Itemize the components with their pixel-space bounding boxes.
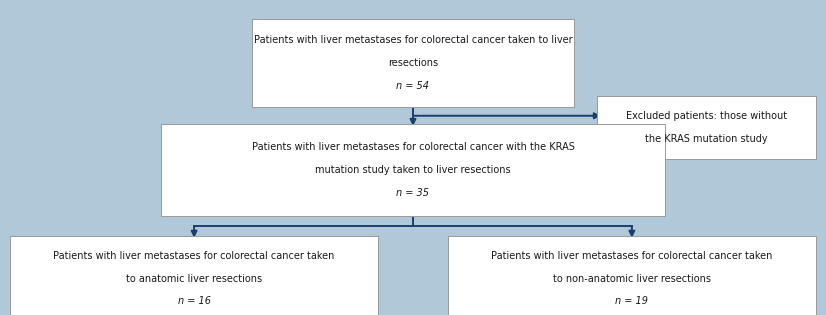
FancyBboxPatch shape [10, 236, 378, 315]
FancyBboxPatch shape [597, 96, 816, 159]
Text: to anatomic liver resections: to anatomic liver resections [126, 274, 262, 284]
Text: Excluded patients: those without: Excluded patients: those without [625, 111, 787, 121]
Text: resections: resections [388, 58, 438, 68]
FancyBboxPatch shape [161, 124, 665, 216]
Text: to non-anatomic liver resections: to non-anatomic liver resections [553, 274, 711, 284]
Text: n = 35: n = 35 [396, 188, 430, 198]
Text: n = 19: n = 19 [615, 296, 648, 306]
Text: the KRAS mutation study: the KRAS mutation study [645, 134, 767, 144]
Text: Patients with liver metastases for colorectal cancer taken: Patients with liver metastases for color… [54, 251, 335, 261]
Text: n = 16: n = 16 [178, 296, 211, 306]
Text: Patients with liver metastases for colorectal cancer taken to liver: Patients with liver metastases for color… [254, 35, 572, 45]
FancyBboxPatch shape [252, 19, 574, 107]
Text: Patients with liver metastases for colorectal cancer taken: Patients with liver metastases for color… [491, 251, 772, 261]
Text: Patients with liver metastases for colorectal cancer with the KRAS: Patients with liver metastases for color… [252, 142, 574, 152]
Text: mutation study taken to liver resections: mutation study taken to liver resections [316, 165, 510, 175]
FancyBboxPatch shape [448, 236, 816, 315]
Text: n = 54: n = 54 [396, 81, 430, 91]
